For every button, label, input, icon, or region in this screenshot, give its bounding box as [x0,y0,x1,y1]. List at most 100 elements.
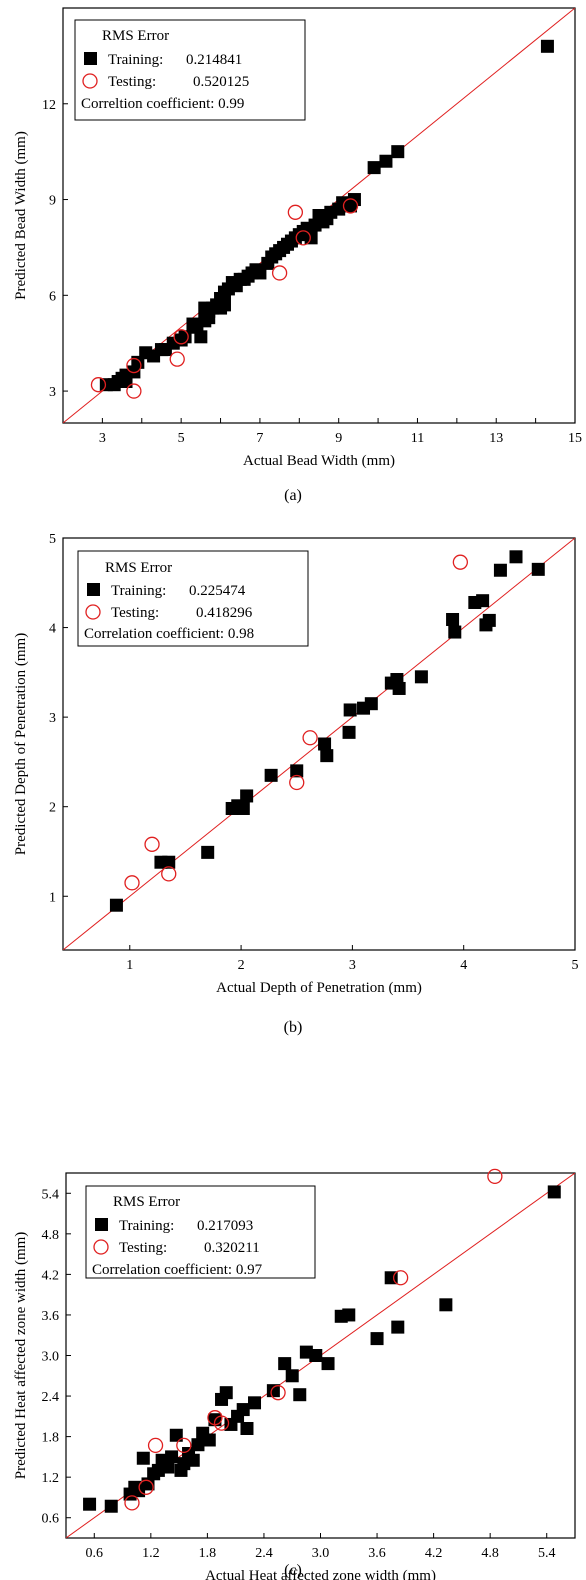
x-tick-label: 9 [335,431,342,446]
plot-frame [62,537,576,951]
x-tick-label: 1.2 [142,1546,160,1561]
legend-box [74,19,306,121]
training-point [266,1384,280,1398]
training-point [169,1428,183,1442]
testing-point [392,1270,409,1286]
legend-testing-value: 0.520125 [193,74,249,90]
legend-title: RMS Error [105,560,172,576]
y-axis-label: Predicted Depth of Penetration (mm) [13,633,29,855]
x-tick-label: 3 [99,431,106,446]
testing-point [289,774,305,791]
x-tick-label: 7 [256,431,263,446]
y-tick-label: 6 [49,289,56,304]
y-tick-label: 2 [49,801,56,816]
legend-training-label: Training: [119,1218,174,1234]
x-tick-label: 5 [572,958,579,973]
figure-caption: (c) [284,1562,302,1579]
training-point [293,1388,307,1402]
y-tick-label: 4.2 [42,1268,60,1283]
legend-testing-marker [85,604,101,620]
y-tick-label: 5.4 [42,1187,60,1202]
training-point [278,1357,292,1371]
training-point [391,1320,405,1334]
legend-training-value: 0.217093 [197,1218,253,1234]
training-point [509,550,523,564]
legend-testing-marker [93,1239,109,1255]
testing-point [124,1495,140,1511]
x-tick-label: 3.0 [312,1546,330,1561]
training-point [236,1403,250,1417]
y-tick-label: 3 [49,385,56,400]
training-point [446,613,460,627]
legend-box [77,550,309,647]
training-point [109,898,123,912]
figure-caption: (b) [284,1019,303,1036]
training-point [165,1450,179,1464]
training-point [162,855,176,869]
y-tick-label: 1.2 [42,1471,60,1486]
plot-frame [62,7,576,424]
legend-box [85,1185,316,1279]
x-tick-label: 1.8 [199,1546,217,1561]
y-tick-label: 2.4 [42,1390,60,1405]
testing-point [90,377,107,393]
training-point [392,681,406,695]
testing-point [147,1437,164,1454]
legend-training-marker [95,1218,108,1231]
chart-panel-1: 3 5 7 9 11 13 15 3 6 9 12 Actual Bead Width (mm) Pre… [13,7,582,504]
training-point [318,737,332,751]
legend-correlation: Correltion coefficient: 0.99 [81,96,244,112]
training-point [290,764,304,778]
training-point [161,1460,175,1474]
x-axis-label: Actual Bead Width (mm) [243,453,395,469]
x-tick-label: 4.8 [481,1546,499,1561]
training-point [439,1298,453,1312]
training-point [240,789,254,803]
y-tick-label: 5 [49,532,56,547]
testing-point [295,230,311,246]
legend-testing-label: Testing: [111,605,159,621]
training-point [448,625,462,639]
testing-point [270,1385,286,1401]
training-point [201,845,215,859]
y-tick-label: 9 [49,194,56,209]
x-tick-label: 3.6 [368,1546,386,1561]
y-tick-label: 3 [49,711,56,726]
training-point [240,1422,254,1435]
legend-title: RMS Error [113,1194,180,1210]
training-point [476,594,490,608]
training-point [191,1438,205,1452]
y-tick-label: 1.8 [42,1431,60,1446]
figure-caption: (a) [284,487,302,504]
y-axis-label: Predicted Heat affected zone width (mm) [13,1232,29,1480]
testing-point [126,357,142,374]
training-point [178,330,192,344]
x-tick-label: 0.6 [86,1546,104,1561]
x-tick-label: 4 [460,958,467,973]
training-point [367,161,381,175]
legend-correlation: Correlation coefficient: 0.98 [84,626,254,642]
training-point [540,39,554,53]
testing-point [302,730,318,746]
x-tick-label: 1 [126,958,133,973]
training-point [248,1396,262,1410]
x-tick-label: 11 [411,431,424,446]
training-point [343,703,357,717]
y-tick-label: 12 [42,98,56,113]
testing-point [287,204,304,220]
x-axis-label: Actual Heat affected zone width (mm) [205,1568,436,1580]
training-point [136,1451,150,1465]
training-point [264,768,278,782]
legend-training-marker [84,52,97,65]
y-tick-label: 4.8 [42,1228,60,1243]
chart-panel-3: 0.6 1.2 1.8 2.4 3.0 3.6 4.2 4.8 5.4 0.6 1.2 1.8 2.4 3… [13,1168,576,1580]
training-point [531,562,545,576]
legend-testing-value: 0.418296 [196,605,253,621]
training-point [414,670,428,684]
training-point [342,725,356,739]
training-point [104,1499,118,1513]
legend-training-marker [87,583,100,596]
training-point [83,1497,97,1511]
training-point [236,801,250,815]
y-tick-label: 3.6 [42,1309,60,1324]
